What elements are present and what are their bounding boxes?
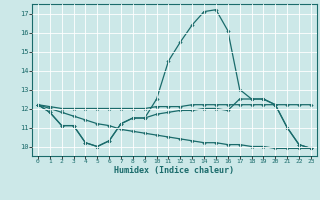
- X-axis label: Humidex (Indice chaleur): Humidex (Indice chaleur): [115, 166, 234, 175]
